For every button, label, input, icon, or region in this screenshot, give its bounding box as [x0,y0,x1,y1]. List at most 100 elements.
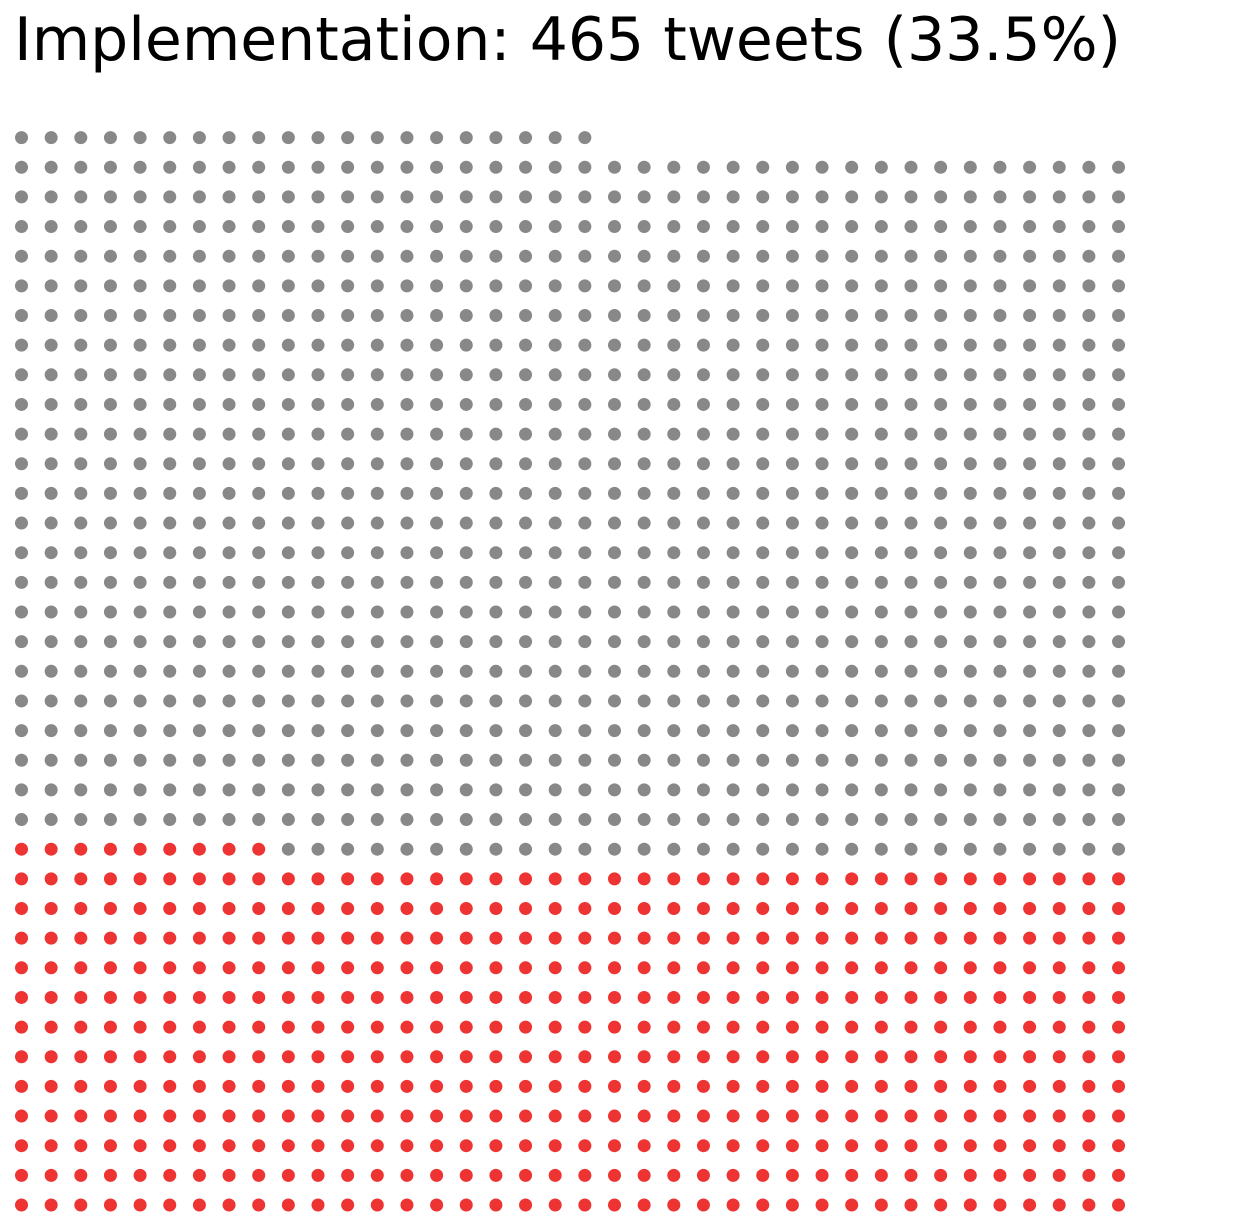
waffle-dot-other [726,368,740,382]
waffle-dot-implementation [963,990,977,1004]
waffle-dot-implementation [578,902,592,915]
waffle-dot-other [726,427,740,441]
waffle-dot-other [1112,516,1126,530]
waffle-dot-other [311,338,325,352]
waffle-dot-other [1082,605,1096,619]
waffle-dot-implementation [252,872,266,886]
waffle-dot-implementation [311,961,325,975]
waffle-dot-other [133,160,147,174]
waffle-dot-implementation [103,990,117,1004]
waffle-dot-other [845,160,859,174]
waffle-dot-other [1052,249,1066,263]
waffle-dot-other [696,220,710,234]
waffle-dot-other [252,753,266,767]
waffle-dot-implementation [963,931,977,945]
waffle-dot-other [311,220,325,234]
waffle-dot-implementation [637,961,651,975]
waffle-dot-other [785,160,799,174]
waffle-dot-other [222,427,236,441]
waffle-dot-other [934,279,948,293]
waffle-dot-other [637,605,651,619]
waffle-dot-other [103,664,117,678]
waffle-dot-other [430,753,444,767]
waffle-dot-other [15,457,28,471]
waffle-dot-implementation [163,1139,177,1153]
waffle-dot-other [667,160,681,174]
waffle-dot-other [667,694,681,708]
waffle-dot-other [281,546,295,560]
waffle-dot-other [1023,309,1037,322]
waffle-dot-implementation [1052,1198,1066,1212]
waffle-dot-implementation [874,1139,888,1153]
waffle-dot-other [904,220,918,234]
waffle-dot-other [252,220,266,234]
waffle-dot-other [904,813,918,827]
waffle-dot-other [459,279,473,293]
waffle-dot-implementation [341,1079,355,1093]
waffle-dot-implementation [696,961,710,975]
waffle-dot-other [756,368,770,382]
waffle-dot-other [578,753,592,767]
waffle-dot-implementation [252,1079,266,1093]
waffle-dot-other [874,516,888,530]
waffle-dot-other [459,368,473,382]
waffle-dot-other [667,220,681,234]
waffle-dot-implementation [281,1139,295,1153]
waffle-dot-implementation [281,1050,295,1064]
waffle-dot-other [785,842,799,856]
waffle-dot-other [459,635,473,649]
waffle-dot-implementation [1082,1109,1096,1123]
waffle-dot-other [578,397,592,411]
waffle-dot-implementation [578,1168,592,1182]
waffle-dot-other [163,220,177,234]
waffle-dot-implementation [15,1050,28,1064]
waffle-dot-other [1112,427,1126,441]
waffle-dot-other [785,190,799,204]
waffle-dot-other [341,694,355,708]
waffle-dot-other [1112,813,1126,827]
waffle-dot-implementation [74,1168,88,1182]
waffle-dot-other [311,309,325,322]
waffle-dot-other [519,279,533,293]
waffle-dot-other [459,724,473,738]
waffle-dot-implementation [74,990,88,1004]
waffle-dot-implementation [993,902,1007,915]
waffle-dot-other [578,338,592,352]
waffle-dot-implementation [1052,1139,1066,1153]
waffle-dot-other [311,546,325,560]
waffle-dot-other [934,694,948,708]
waffle-dot-other [15,664,28,678]
waffle-dot-implementation [311,1109,325,1123]
waffle-dot-other [637,575,651,589]
waffle-dot-other [1082,457,1096,471]
waffle-dot-other [163,457,177,471]
waffle-dot-other [548,131,562,145]
waffle-dot-other [1023,368,1037,382]
waffle-dot-other [756,338,770,352]
waffle-dot-implementation [311,1198,325,1212]
waffle-dot-other [608,338,621,352]
waffle-dot-other [519,575,533,589]
waffle-dot-implementation [785,961,799,975]
waffle-dot-other [815,813,829,827]
waffle-dot-other [281,575,295,589]
waffle-dot-other [252,457,266,471]
waffle-dot-other [1052,160,1066,174]
waffle-dot-implementation [993,872,1007,886]
waffle-dot-other [459,575,473,589]
waffle-dot-implementation [163,842,177,856]
waffle-dot-implementation [1112,902,1126,915]
waffle-dot-implementation [874,902,888,915]
waffle-dot-implementation [637,1020,651,1034]
waffle-dot-other [430,546,444,560]
waffle-dot-other [696,160,710,174]
waffle-dot-implementation [608,1139,621,1153]
waffle-dot-other [845,753,859,767]
waffle-dot-other [222,516,236,530]
waffle-dot-other [44,160,58,174]
waffle-dot-implementation [578,1079,592,1093]
waffle-dot-other [904,605,918,619]
waffle-dot-other [163,605,177,619]
waffle-dot-other [370,783,384,797]
waffle-dot-implementation [163,1198,177,1212]
